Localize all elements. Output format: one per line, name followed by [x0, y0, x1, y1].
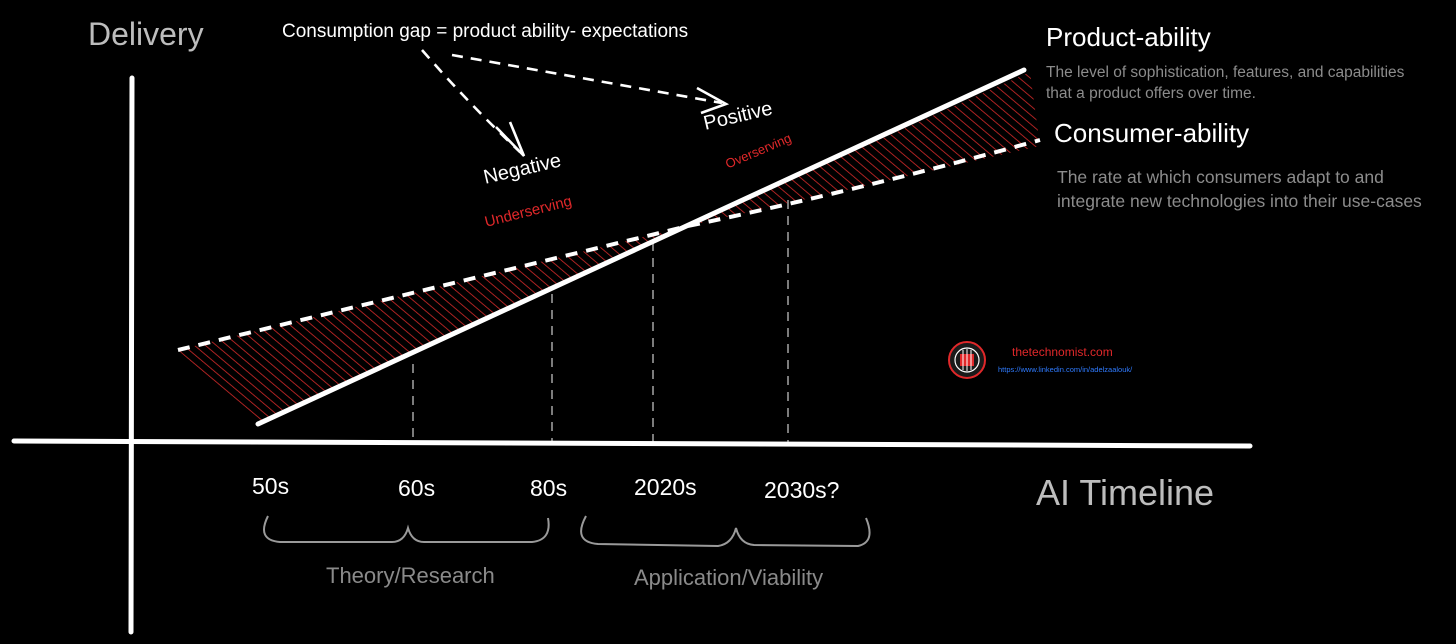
product-ability-title: Product-ability	[1046, 22, 1211, 52]
arrow-to-positive-head	[696, 86, 730, 115]
arrow-to-negative-head	[495, 121, 526, 157]
callout-arrows	[421, 49, 730, 157]
consumer-ability-line	[177, 138, 1041, 352]
era-theory-research: Theory/Research	[326, 563, 495, 588]
brace-application-viability	[580, 515, 871, 548]
thetechnomist-logo-icon	[948, 341, 986, 379]
tick-2030s: 2030s?	[764, 477, 840, 503]
product-ability-description: The level of sophistication, features, a…	[1046, 64, 1405, 102]
tick-50s: 50s	[252, 473, 290, 499]
brand-site: thetechnomist.com	[1012, 345, 1113, 359]
timeline-guides	[412, 200, 789, 444]
era-braces	[263, 515, 871, 548]
tick-2020s: 2020s	[634, 474, 697, 500]
era-application-viability: Application/Viability	[634, 565, 824, 590]
overserving-gap-area	[688, 72, 1040, 226]
y-axis	[128, 75, 135, 635]
brace-theory-research	[263, 515, 550, 543]
arrow-to-positive	[451, 53, 723, 105]
y-axis-title: Delivery	[88, 16, 204, 52]
consumer-ability-title: Consumer-ability	[1054, 118, 1250, 148]
product-ability-line	[255, 67, 1027, 427]
tick-80s: 80s	[530, 475, 568, 501]
linkedin-link[interactable]: https://www.linkedin.com/in/adelzaalouk/	[998, 365, 1133, 374]
underserving-gap-area	[178, 226, 688, 424]
x-axis-title: AI Timeline	[1036, 472, 1215, 513]
consumption-gap-formula: Consumption gap = product ability- expec…	[282, 21, 689, 42]
tick-60s: 60s	[398, 475, 436, 501]
x-axis	[11, 438, 1253, 449]
consumer-ability-description: The rate at which consumers adapt to and…	[1057, 167, 1422, 211]
